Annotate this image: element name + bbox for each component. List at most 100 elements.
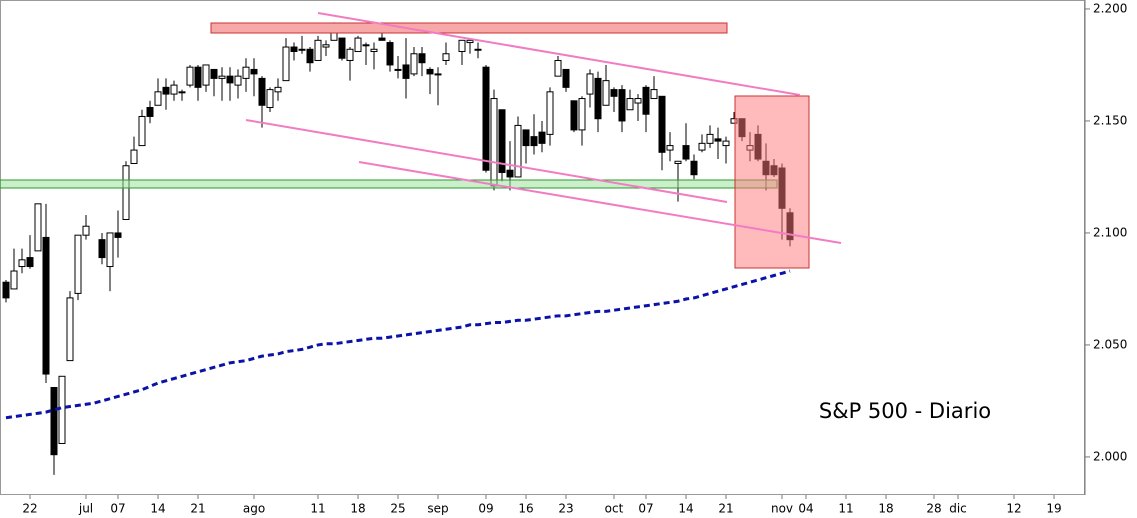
candle-body <box>474 48 482 51</box>
candle-body <box>530 136 538 147</box>
candle-body <box>554 59 562 77</box>
candle-body <box>242 66 250 79</box>
candle-body <box>722 140 730 147</box>
candle-body <box>282 46 290 82</box>
trend-line <box>317 12 801 96</box>
candle-body <box>266 89 274 109</box>
candle-body <box>114 232 122 238</box>
candle-body <box>546 91 554 135</box>
x-tick-label: 25 <box>390 502 405 516</box>
y-tick-label: 2.150 <box>1093 113 1127 127</box>
candle-body <box>634 98 642 104</box>
candle-body <box>274 86 282 93</box>
x-tick-label: 21 <box>718 502 733 516</box>
y-tick-label: 2.000 <box>1093 449 1127 463</box>
candle-body <box>402 64 410 79</box>
candle-body <box>170 84 178 95</box>
candle-body <box>426 68 434 75</box>
candle-body <box>698 142 706 151</box>
y-tick-label: 2.050 <box>1093 337 1127 351</box>
y-tick-label: 2.100 <box>1093 225 1127 239</box>
x-tick-label: 19 <box>1046 502 1061 516</box>
candle-body <box>522 129 530 147</box>
candle-body <box>258 77 266 106</box>
candle-body <box>674 160 682 165</box>
candle-body <box>154 91 162 106</box>
candle-body <box>346 48 354 61</box>
candle-body <box>362 44 370 47</box>
candle-body <box>306 48 314 64</box>
candle-body <box>706 133 714 144</box>
trend-line <box>358 161 842 244</box>
candle-body <box>234 75 242 86</box>
x-tick-label: 07 <box>638 502 653 516</box>
candle-body <box>42 236 50 375</box>
candle-body <box>210 68 218 79</box>
candle-body <box>394 68 402 71</box>
x-tick-label: 28 <box>926 502 941 516</box>
candle-body <box>66 297 74 362</box>
x-tick-label: 12 <box>1006 502 1021 516</box>
candle-body <box>290 46 298 53</box>
candle-body <box>642 86 650 115</box>
candle-body <box>106 232 114 268</box>
candle-body <box>594 77 602 120</box>
candle-body <box>314 39 322 61</box>
candle-body <box>626 98 634 111</box>
candle-body <box>98 239 106 259</box>
candle-body <box>34 203 42 252</box>
candle-body <box>714 138 722 142</box>
candle-body <box>570 100 578 131</box>
support-band <box>0 179 778 189</box>
candle-body <box>434 73 442 76</box>
candle-body <box>602 80 610 106</box>
candle-body <box>562 68 570 88</box>
candle-body <box>658 95 666 153</box>
x-tick-label: nov <box>771 502 793 516</box>
candle-body <box>354 37 362 53</box>
candle-body <box>226 75 234 84</box>
x-tick-label: jul <box>78 502 93 516</box>
candle-body <box>202 64 210 86</box>
candle-body <box>58 375 66 444</box>
x-tick-label: 16 <box>518 502 533 516</box>
candle-body <box>218 75 226 79</box>
candle-body <box>538 131 546 144</box>
candle-body <box>386 42 394 66</box>
trend-line <box>245 119 728 203</box>
candle-body <box>370 48 378 53</box>
x-tick-label: sep <box>427 502 448 516</box>
candle-body <box>458 39 466 53</box>
candle-body <box>26 257 34 268</box>
candle-body <box>378 37 386 41</box>
x-tick-label: 04 <box>798 502 813 516</box>
x-tick-label: 22 <box>22 502 37 516</box>
candle-body <box>690 160 698 176</box>
x-tick-label: 23 <box>558 502 573 516</box>
candle-body <box>490 98 498 187</box>
candle-body <box>178 91 186 94</box>
candle-body <box>650 89 658 100</box>
candle-body <box>18 259 26 268</box>
x-tick-label: dic <box>949 502 967 516</box>
x-tick-label: 09 <box>478 502 493 516</box>
highlight-box <box>734 95 810 269</box>
candle-body <box>10 270 18 290</box>
x-tick-label: 11 <box>310 502 325 516</box>
candle-body <box>322 44 330 48</box>
x-tick-label: 07 <box>110 502 125 516</box>
candle-body <box>666 145 674 151</box>
chart-title: S&P 500 - Diario <box>819 399 991 423</box>
x-tick-label: ago <box>243 502 265 516</box>
candle-body <box>162 86 170 95</box>
candle-body <box>618 89 626 122</box>
annotations <box>0 12 842 269</box>
candle-body <box>194 66 202 88</box>
candle-body <box>186 66 194 86</box>
candle-body <box>514 124 522 178</box>
candle-body <box>418 53 426 64</box>
candle-body <box>130 149 138 165</box>
x-tick-label: 14 <box>150 502 165 516</box>
candle-body <box>74 234 82 294</box>
